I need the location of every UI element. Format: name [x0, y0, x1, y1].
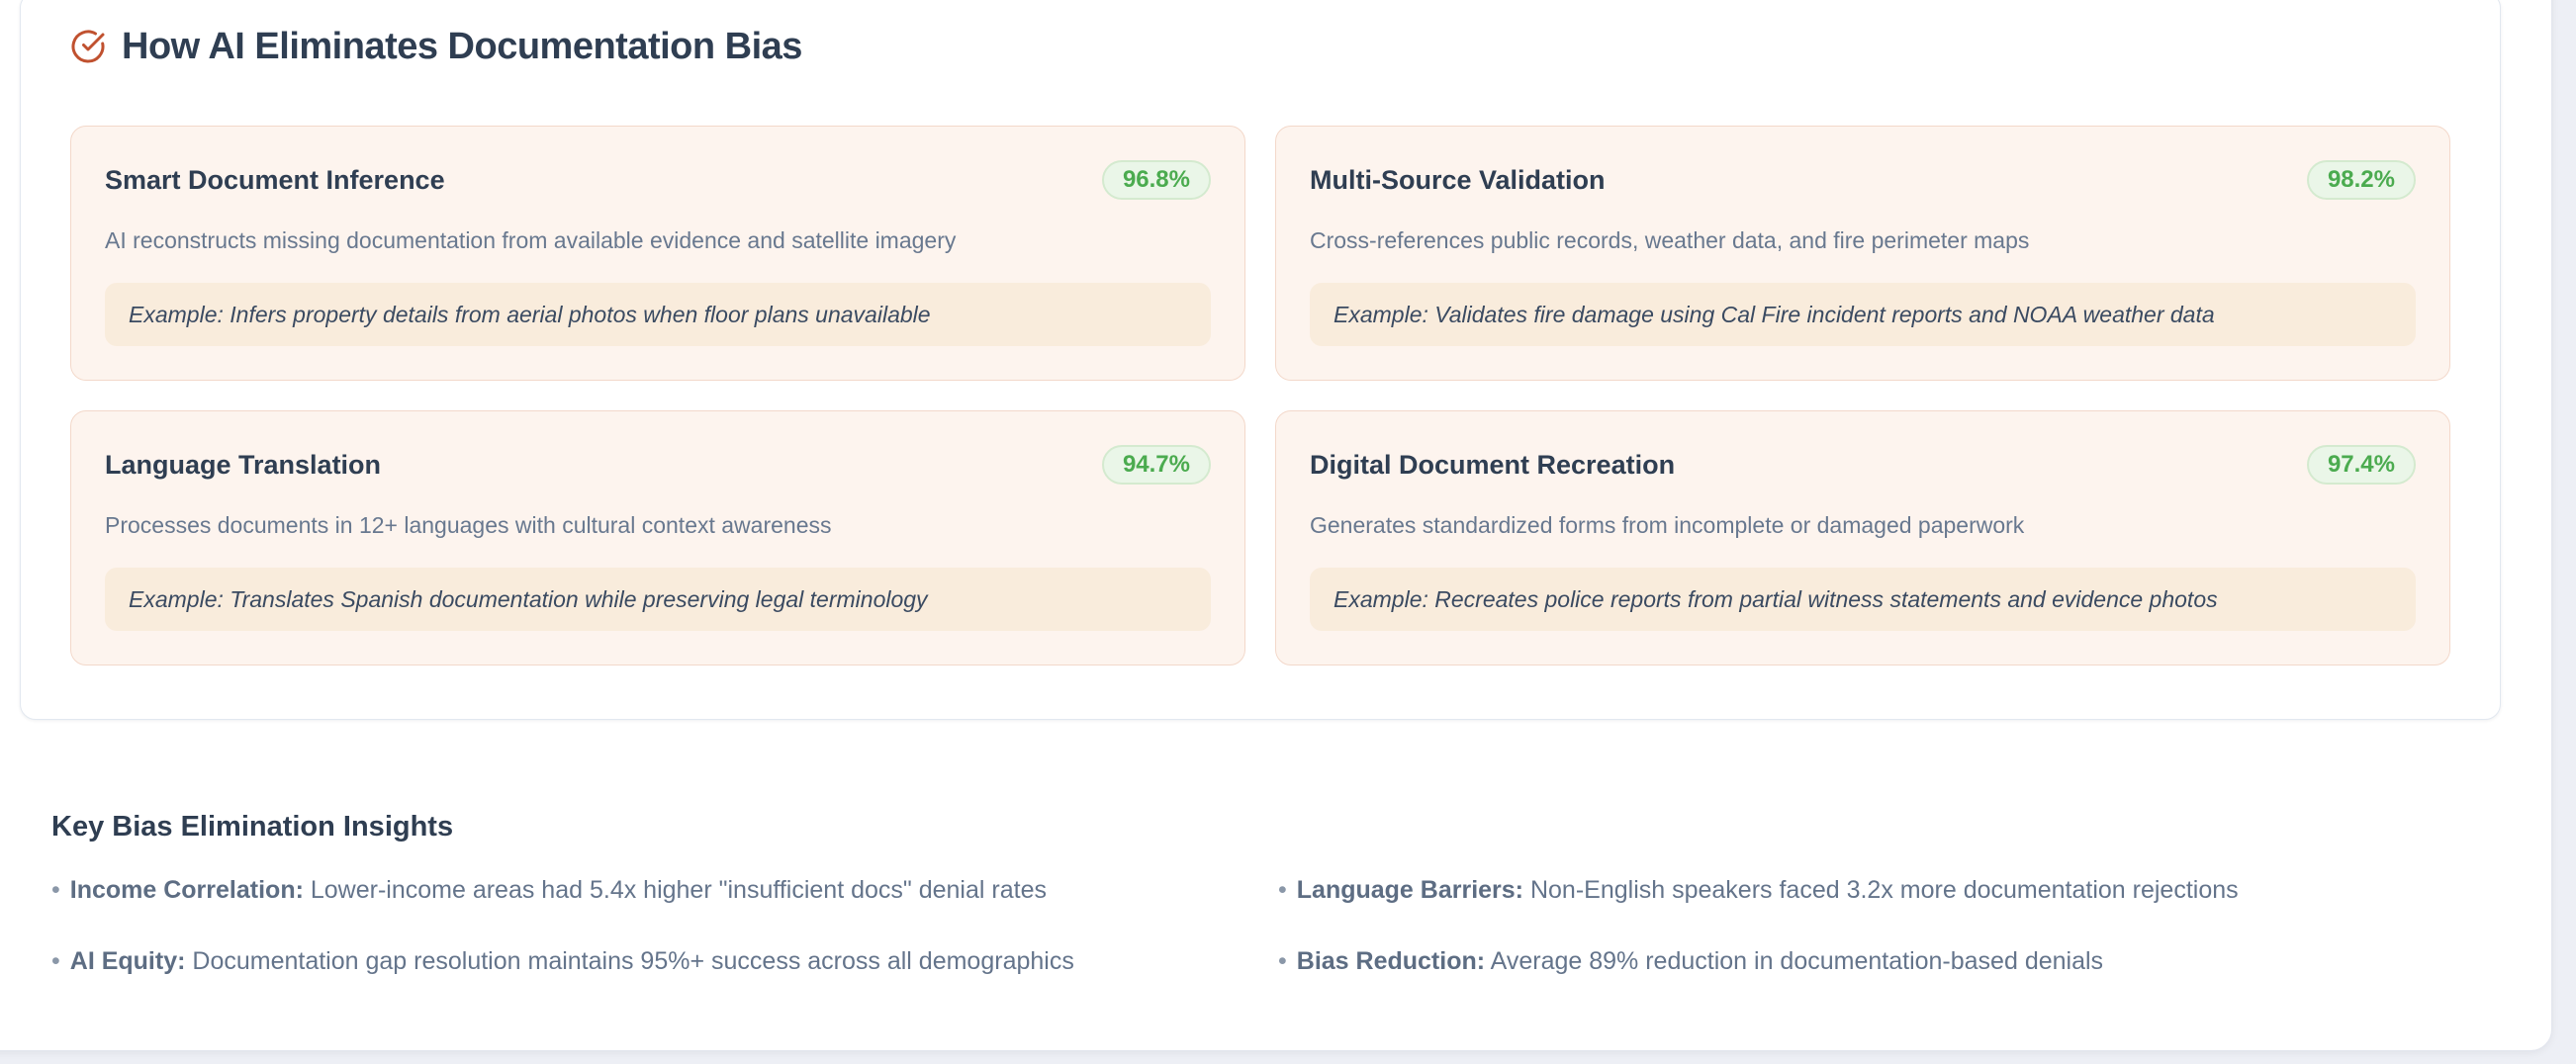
bullet-icon: • — [1278, 876, 1287, 904]
feature-example: Example: Infers property details from ae… — [105, 283, 1211, 346]
feature-example: Example: Validates fire damage using Cal… — [1310, 283, 2416, 346]
insight-ai-equity: • AI Equity: Documentation gap resolution… — [51, 945, 1278, 977]
insight-text: Non-English speakers faced 3.2x more doc… — [1529, 876, 2239, 904]
feature-example: Example: Translates Spanish documentatio… — [105, 568, 1211, 631]
accuracy-badge: 98.2% — [2306, 160, 2416, 200]
bullet-icon: • — [1278, 947, 1287, 975]
feature-title: Language Translation — [105, 450, 382, 480]
feature-example: Example: Recreates police reports from p… — [1310, 568, 2416, 631]
feature-description: Processes documents in 12+ languages wit… — [105, 512, 832, 538]
feature-title: Smart Document Inference — [105, 165, 445, 195]
accuracy-badge: 97.4% — [2306, 445, 2416, 485]
insights-section: Key Bias Elimination Insights • Income Co… — [51, 809, 2505, 977]
insight-label: Income Correlation: — [69, 876, 304, 904]
feature-grid: Smart Document Inference 96.8% AI recons… — [70, 126, 2450, 665]
documentation-bias-card: How AI Eliminates Documentation Bias Sma… — [20, 0, 2501, 720]
page-title: How AI Eliminates Documentation Bias — [122, 26, 802, 67]
feature-description: Generates standardized forms from incomp… — [1310, 512, 2025, 538]
check-circle-icon — [71, 30, 105, 63]
feature-card-header: Digital Document Recreation 97.4% — [1310, 445, 2416, 485]
feature-description: AI reconstructs missing documentation fr… — [105, 227, 957, 253]
insight-text: Lower-income areas had 5.4x higher "insu… — [310, 876, 1047, 904]
card-header: How AI Eliminates Documentation Bias — [70, 23, 2450, 70]
insight-language-barriers: • Language Barriers: Non-English speakers… — [1278, 874, 2505, 906]
bullet-icon: • — [51, 876, 60, 904]
insight-label: AI Equity: — [69, 947, 186, 975]
feature-card-smart-document-inference: Smart Document Inference 96.8% AI recons… — [70, 126, 1245, 381]
insights-grid: • Income Correlation: Lower-income areas … — [51, 874, 2505, 977]
feature-title: Multi-Source Validation — [1310, 165, 1606, 195]
insight-text: Average 89% reduction in documentation-b… — [1490, 947, 2104, 975]
feature-card-language-translation: Language Translation 94.7% Processes doc… — [70, 410, 1245, 665]
feature-title: Digital Document Recreation — [1310, 450, 1676, 480]
accuracy-badge: 94.7% — [1101, 445, 1211, 485]
feature-card-header: Multi-Source Validation 98.2% — [1310, 160, 2416, 200]
bullet-icon: • — [51, 947, 60, 975]
accuracy-badge: 96.8% — [1101, 160, 1211, 200]
insight-income-correlation: • Income Correlation: Lower-income areas … — [51, 874, 1278, 906]
insight-label: Language Barriers: — [1296, 876, 1524, 904]
feature-card-digital-document-recreation: Digital Document Recreation 97.4% Genera… — [1275, 410, 2450, 665]
insight-label: Bias Reduction: — [1296, 947, 1486, 975]
insight-text: Documentation gap resolution maintains 9… — [192, 947, 1074, 975]
feature-description: Cross-references public records, weather… — [1310, 227, 2030, 253]
feature-card-header: Smart Document Inference 96.8% — [105, 160, 1211, 200]
insight-bias-reduction: • Bias Reduction: Average 89% reduction i… — [1278, 945, 2505, 977]
insights-heading: Key Bias Elimination Insights — [51, 811, 454, 842]
feature-card-multi-source-validation: Multi-Source Validation 98.2% Cross-refe… — [1275, 126, 2450, 381]
feature-card-header: Language Translation 94.7% — [105, 445, 1211, 485]
